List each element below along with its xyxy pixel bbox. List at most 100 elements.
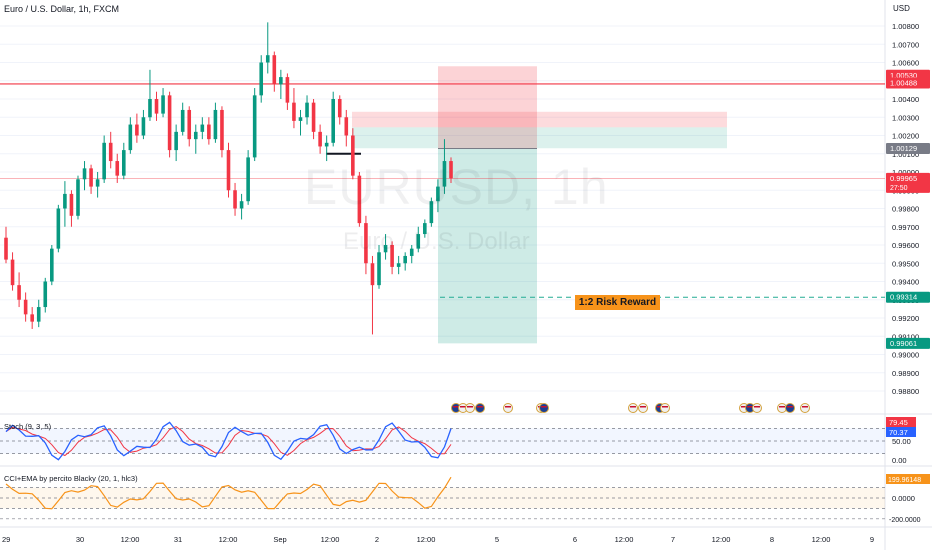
candle-body <box>377 252 381 286</box>
candle-body <box>154 99 159 114</box>
stoch-d-line <box>5 426 452 457</box>
axis-currency[interactable]: USD <box>893 4 910 13</box>
candle <box>69 190 74 227</box>
candle <box>193 124 198 154</box>
event-flag-icon[interactable] <box>660 403 670 413</box>
badge-target-bg <box>886 291 930 303</box>
candle <box>76 175 80 220</box>
candle <box>252 88 257 162</box>
candle <box>89 164 93 194</box>
event-flag-icon[interactable] <box>752 403 762 413</box>
candle <box>403 252 407 271</box>
stop-zone <box>438 66 537 149</box>
event-stripe <box>741 406 747 408</box>
candle-body <box>17 285 21 300</box>
event-stripe <box>802 406 808 408</box>
candle <box>370 255 375 335</box>
candle-body <box>207 124 211 140</box>
candle <box>30 307 34 329</box>
economic-event-icons[interactable] <box>451 403 810 413</box>
candle-body <box>135 124 139 136</box>
candle <box>285 73 290 110</box>
candle <box>377 245 381 289</box>
event-flag-icon[interactable] <box>465 403 475 413</box>
candle <box>226 142 231 198</box>
candle-body <box>115 161 120 176</box>
time-label: 29 <box>2 535 10 544</box>
cci-value: 199.96148 <box>888 477 921 484</box>
candle-body <box>423 223 427 235</box>
candle-body <box>285 77 290 103</box>
candle <box>357 172 362 227</box>
candle-body <box>128 124 133 151</box>
event-stripe <box>460 406 466 408</box>
event-circle <box>503 403 513 413</box>
badge-last-price-bg <box>886 172 930 193</box>
badge-take-profit: 0.99061 <box>890 339 917 348</box>
time-label: 9 <box>870 535 874 544</box>
candle <box>265 22 270 74</box>
badge-resistance-2-bg <box>886 77 930 89</box>
candle <box>17 272 21 308</box>
candle-body <box>246 157 250 202</box>
candle-body <box>265 55 270 63</box>
event-flag-icon[interactable] <box>628 403 638 413</box>
candle-body <box>76 179 80 216</box>
candle <box>50 245 54 286</box>
candle-body <box>174 131 178 151</box>
candle <box>272 51 277 92</box>
time-label: 30 <box>76 535 84 544</box>
price-tick: 1.00400 <box>892 95 919 104</box>
candle-body <box>148 99 152 118</box>
stoch-title[interactable]: Stoch (9, 3, 5) <box>4 422 52 431</box>
event-flag-icon[interactable] <box>539 403 549 413</box>
candle-body <box>331 99 336 143</box>
candle <box>409 245 414 264</box>
risk-reward-label[interactable]: 1:2 Risk Reward <box>575 295 660 310</box>
candle-body <box>50 248 54 282</box>
watermark-ticker: EURUSD, 1h <box>304 159 609 215</box>
badge-take-profit-bg <box>886 337 930 349</box>
symbol-title[interactable]: Euro / U.S. Dollar, 1h, FXCM <box>4 4 120 14</box>
candle <box>246 150 250 205</box>
cci-badge-bg <box>886 474 930 484</box>
candle-body <box>187 109 192 140</box>
candle <box>279 69 283 99</box>
event-flag-icon[interactable] <box>475 403 485 413</box>
price-tick: 0.99000 <box>892 351 919 360</box>
cci-title[interactable]: CCI+EMA by percito Blacky (20, 1, hlc3) <box>4 474 138 483</box>
badge-entry: 1.00129 <box>890 144 917 153</box>
candle <box>102 135 106 183</box>
event-flag-icon[interactable] <box>800 403 810 413</box>
time-label: 12:00 <box>417 535 436 544</box>
candle-body <box>436 186 440 202</box>
candle <box>364 215 368 275</box>
time-axis[interactable]: 29 30 12:00 31 12:00 Sep 12:00 2 12:00 5 6 12:00 7 12… <box>2 535 874 544</box>
event-circle <box>628 403 638 413</box>
stoch-k-value: 79.45 <box>889 418 908 427</box>
price-axis[interactable]: 1.008001.007001.006001.005001.004001.003… <box>886 22 930 524</box>
candle-body <box>226 150 231 191</box>
event-flag-icon[interactable] <box>638 403 648 413</box>
time-label: 8 <box>770 535 774 544</box>
event-flag-icon[interactable] <box>785 403 795 413</box>
candle-body <box>161 95 165 114</box>
candle-body <box>95 179 100 187</box>
position-zones <box>352 66 727 344</box>
event-flag-icon[interactable] <box>503 403 513 413</box>
candle-body <box>10 259 15 286</box>
candle-body <box>298 117 303 121</box>
time-label: 6 <box>573 535 577 544</box>
price-tick: 0.99400 <box>892 278 919 287</box>
candle-body <box>23 299 28 315</box>
candle-body <box>292 102 296 121</box>
candle <box>43 277 48 313</box>
candle-body <box>220 109 224 151</box>
candle-body <box>30 314 34 322</box>
time-label: 2 <box>375 535 379 544</box>
event-stripe <box>747 406 753 408</box>
candle <box>220 106 224 158</box>
price-tick: 0.98800 <box>892 387 919 396</box>
horizontal-levels <box>0 83 885 298</box>
